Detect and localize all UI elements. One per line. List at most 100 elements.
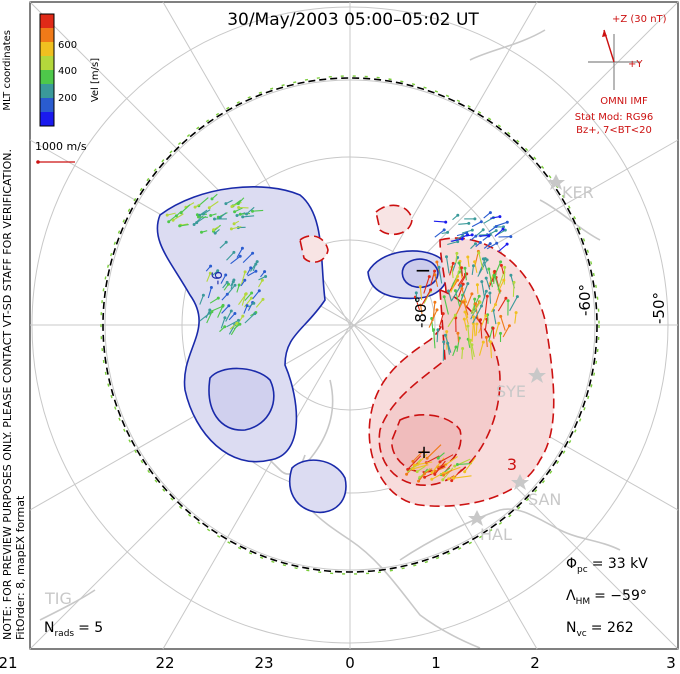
stat-n-rads: Nrads = 5 — [44, 620, 103, 639]
velocity-vector — [457, 333, 460, 343]
velocity-vector — [428, 309, 438, 328]
velocity-vector-origin — [499, 263, 503, 267]
colorbar-segment — [40, 28, 54, 43]
velocity-vector-origin — [512, 280, 516, 284]
velocity-vector-origin — [441, 478, 445, 482]
velocity-vector-origin — [236, 202, 240, 206]
velocity-vector-origin — [485, 258, 489, 262]
velocity-vector — [415, 292, 418, 303]
velocity-vector-origin — [453, 464, 457, 468]
velocity-vector-origin — [232, 222, 236, 226]
velocity-vector-origin — [453, 289, 457, 293]
mlt-tick-21: 21 — [0, 654, 18, 672]
velocity-vector-origin — [243, 270, 247, 274]
velocity-vector — [419, 286, 423, 301]
velocity-vector — [447, 343, 450, 355]
velocity-vector-origin — [174, 214, 178, 218]
velocity-vector-origin — [501, 227, 505, 231]
coast-line-2 — [399, 508, 621, 561]
velocity-vector — [478, 252, 484, 270]
velocity-vector-origin — [455, 463, 459, 466]
negative-contour-small — [288, 459, 347, 514]
velocity-vector — [247, 270, 257, 277]
velocity-vector — [445, 456, 458, 466]
velocity-vector-origin — [192, 223, 196, 226]
velocity-vector-origin — [406, 467, 410, 471]
velocity-vector — [421, 289, 432, 305]
velocity-vector-origin — [412, 463, 416, 467]
velocity-vector-origin — [463, 266, 467, 270]
velocity-vector-origin — [432, 328, 436, 332]
velocity-vector-origin — [233, 210, 237, 214]
meridian-11-23 — [162, 1, 538, 650]
velocity-vector — [467, 325, 471, 345]
velocity-vector-origin — [433, 273, 437, 277]
velocity-vector — [488, 226, 497, 233]
velocity-colorbar — [39, 13, 55, 127]
velocity-vector-origin — [450, 479, 454, 483]
velocity-vector-origin — [460, 237, 464, 241]
velocity-vector-origin — [261, 297, 265, 301]
velocity-vector-origin — [481, 228, 485, 232]
station-san: SAN — [528, 490, 561, 509]
velocity-vector-origin — [509, 235, 513, 239]
coord-label: MLT coordinates — [2, 30, 13, 111]
velocity-vector — [457, 283, 464, 298]
velocity-vector — [489, 292, 492, 304]
velocity-vector-origin — [167, 220, 171, 224]
velocity-vector — [179, 224, 189, 227]
velocity-vector-origin — [237, 283, 241, 287]
velocity-vector-origin — [505, 242, 509, 246]
velocity-vector-origin — [475, 283, 479, 287]
velocity-vector — [240, 271, 246, 285]
velocity-vector-origin — [243, 278, 247, 282]
plus-sign: + — [416, 442, 431, 463]
velocity-vector — [471, 265, 475, 275]
velocity-vector-origin — [479, 318, 482, 322]
velocity-vector — [443, 296, 449, 315]
velocity-vector-origin — [197, 215, 200, 219]
velocity-vector-origin — [456, 213, 460, 217]
velocity-vector — [244, 313, 256, 324]
velocity-vector-origin — [503, 265, 507, 269]
contour-number-neg6: -6 — [210, 271, 226, 285]
velocity-vector — [494, 228, 504, 237]
velocity-vector-origin — [233, 312, 237, 315]
velocity-vector-origin — [223, 316, 227, 320]
velocity-vector-origin — [433, 269, 437, 273]
velocity-vector — [464, 311, 469, 325]
coast-line-5 — [469, 29, 546, 61]
velocity-vector-origin — [231, 280, 235, 284]
velocity-vector-origin — [444, 220, 448, 224]
velocity-vector-origin — [216, 269, 220, 273]
velocity-vector-origin — [442, 340, 446, 344]
velocity-vectors — [165, 193, 519, 483]
velocity-vector-origin — [481, 340, 485, 344]
imf-clock — [588, 29, 640, 90]
velocity-vector — [466, 293, 473, 307]
lat-label-50: -50° — [650, 292, 668, 324]
velocity-vector-origin — [438, 460, 442, 464]
imf-vector-head — [602, 30, 607, 37]
velocity-vector — [449, 263, 454, 276]
velocity-vector-origin — [223, 325, 227, 329]
velocity-vector-origin — [446, 230, 450, 234]
mlt-meridians — [29, 1, 679, 650]
velocity-vector-origin — [210, 197, 214, 201]
velocity-vector-origin — [461, 282, 465, 286]
velocity-vector-origin — [506, 299, 510, 303]
velocity-vector — [430, 270, 436, 286]
velocity-vector — [486, 242, 497, 250]
velocity-vector-origin — [443, 333, 447, 337]
velocity-vector — [244, 292, 253, 301]
velocity-vector — [255, 299, 264, 308]
hm-boundary-green — [100, 75, 600, 575]
velocity-vector-origin — [213, 217, 216, 221]
mlt-tick-23: 23 — [254, 654, 273, 672]
velocity-vector-origin — [442, 473, 445, 477]
velocity-vector-origin — [505, 220, 509, 224]
velocity-vector-origin — [260, 278, 264, 282]
imf-z-label: +Z (30 nT) — [612, 14, 667, 25]
mlt-tick-22: 22 — [155, 654, 174, 672]
velocity-vector — [242, 215, 255, 218]
